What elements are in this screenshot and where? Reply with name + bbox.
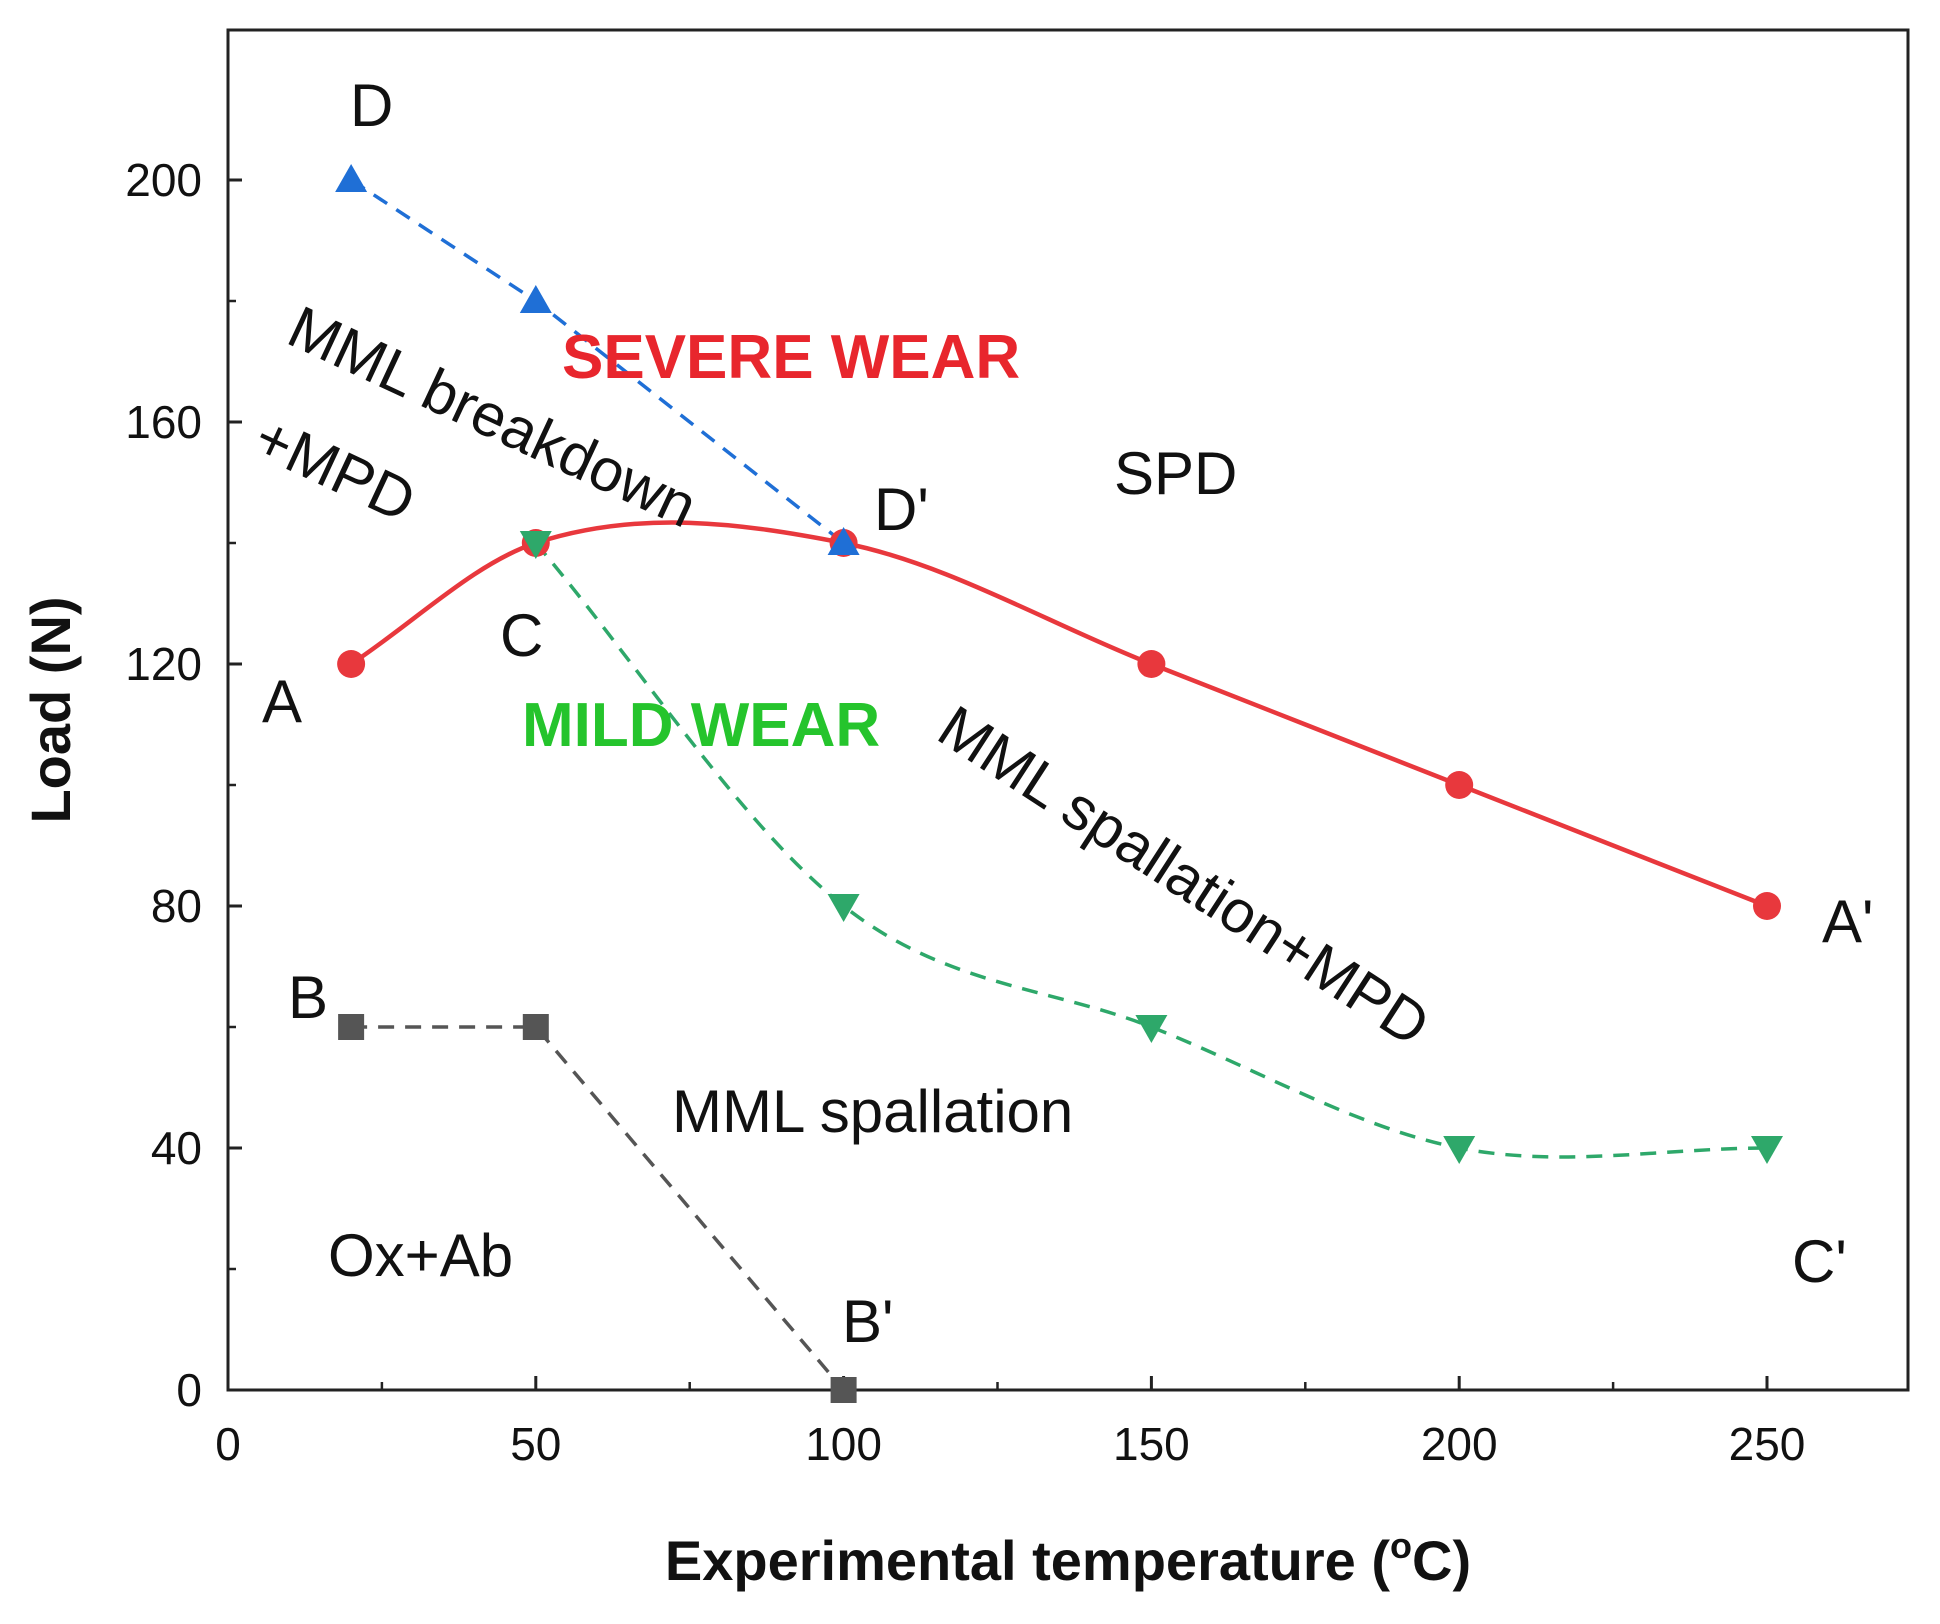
point-c-c-2 — [1135, 1015, 1168, 1043]
x-tick-label-50: 50 — [510, 1418, 561, 1470]
label-d-prime: D' — [874, 476, 929, 543]
mild-wear-annotation: MILD WEAR — [522, 691, 880, 760]
point-c-c-1 — [827, 894, 860, 922]
y-axis-title: Load (N) — [19, 596, 82, 823]
point-a-a-5 — [1753, 892, 1781, 920]
label-c: C — [500, 602, 543, 669]
y-tick-label-200: 200 — [125, 154, 202, 206]
point-a-a-0 — [337, 650, 366, 678]
label-b: B — [288, 964, 328, 1031]
label-b-prime: B' — [842, 1288, 893, 1355]
point-b-b-0 — [338, 1014, 365, 1040]
x-axis-title: Experimental temperature (oC) — [665, 1525, 1471, 1592]
series-line-b-b — [351, 1025, 845, 1392]
x-tick-label-150: 150 — [1113, 1418, 1190, 1470]
point-d-d-0 — [335, 164, 368, 192]
y-tick-label-160: 160 — [125, 396, 202, 448]
label-a-prime: A' — [1822, 888, 1873, 955]
y-tick-label-80: 80 — [151, 880, 202, 932]
spd-annotation: SPD — [1114, 440, 1237, 507]
x-tick-label-200: 200 — [1421, 1418, 1498, 1470]
y-tick-label-120: 120 — [125, 638, 202, 690]
severe-wear-annotation: SEVERE WEAR — [562, 323, 1020, 392]
y-tick-label-40: 40 — [151, 1122, 202, 1174]
ox-ab-annotation: Ox+Ab — [328, 1222, 513, 1289]
x-tick-label-100: 100 — [805, 1418, 882, 1470]
point-d-d-1 — [519, 285, 552, 313]
point-c-c-0 — [519, 531, 552, 559]
point-c-c-3 — [1443, 1136, 1476, 1164]
point-d-d-2 — [827, 527, 860, 555]
label-c-prime: C' — [1792, 1228, 1847, 1295]
x-tick-label-250: 250 — [1729, 1418, 1806, 1470]
label-d: D — [350, 72, 393, 139]
x-tick-label-0: 0 — [215, 1418, 241, 1470]
series-markers — [335, 164, 1783, 1403]
point-c-c-4 — [1751, 1136, 1783, 1164]
plot-frame — [226, 28, 1910, 1392]
mml-spallation-annotation: MML spallation — [672, 1078, 1073, 1145]
label-a: A — [262, 668, 302, 735]
point-b-b-2 — [830, 1377, 857, 1403]
point-b-b-1 — [522, 1014, 549, 1040]
y-tick-label-0: 0 — [176, 1364, 202, 1416]
point-a-a-3 — [1137, 650, 1166, 678]
axes: 0 50 100 150 200 250 0 40 80 120 160 200 — [125, 154, 1805, 1470]
series-line-c-c — [534, 541, 1768, 1159]
point-a-a-4 — [1445, 771, 1474, 799]
